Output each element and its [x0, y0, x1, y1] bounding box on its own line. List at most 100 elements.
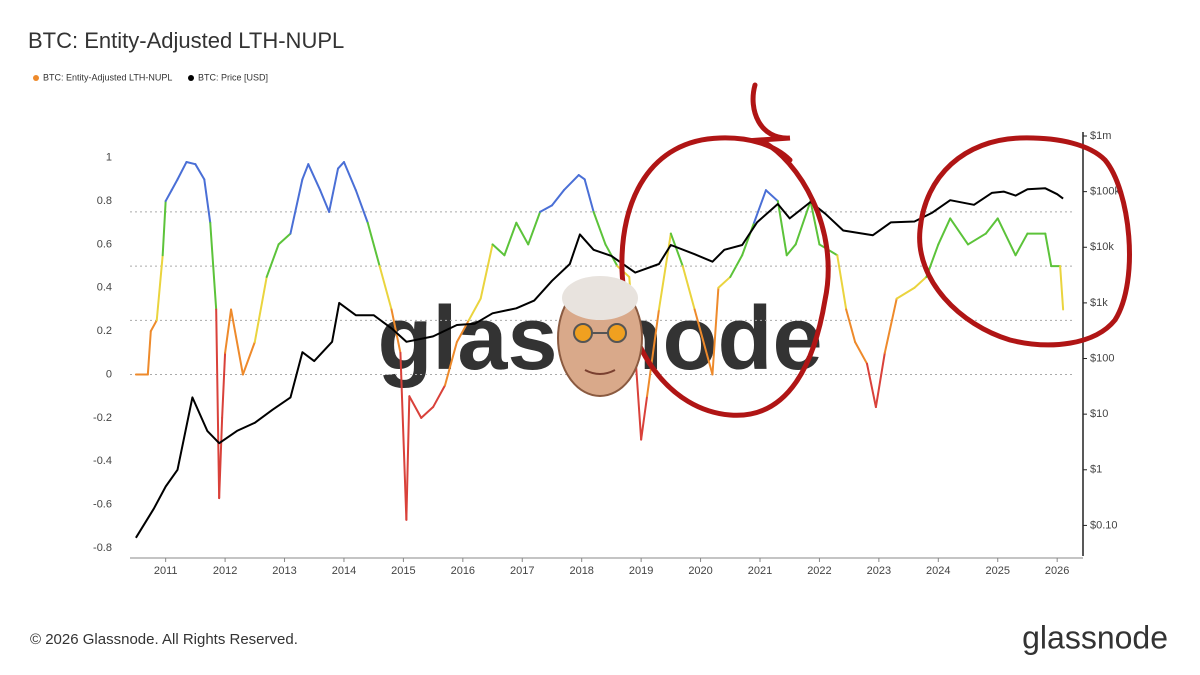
nupl-segment [937, 217, 952, 246]
nupl-segment [221, 351, 227, 419]
nupl-segment [170, 178, 179, 192]
logo: glassnode [1022, 619, 1168, 655]
y-tick-label: -0.8 [93, 542, 112, 554]
nupl-segment [149, 319, 158, 333]
nupl-segment [354, 189, 369, 224]
nupl-segment [949, 217, 970, 246]
x-tick-label: 2016 [451, 565, 475, 577]
y2-tick-label: $0.10 [1090, 519, 1118, 531]
nupl-segment [479, 243, 494, 300]
red-circle [917, 135, 1132, 348]
x-tick-label: 2013 [272, 565, 296, 577]
legend-label: BTC: Price [USD] [198, 72, 268, 82]
nupl-segment [194, 163, 206, 181]
x-tick-label: 2012 [213, 565, 237, 577]
nupl-segment [342, 161, 357, 192]
nupl-segment [491, 243, 506, 257]
nupl-segment [646, 308, 660, 398]
nupl-segment [577, 174, 586, 181]
y2-tick-label: $100k [1090, 186, 1120, 198]
x-tick-label: 2015 [391, 565, 415, 577]
nupl-segment [432, 384, 446, 409]
nupl-segment [444, 340, 458, 387]
nupl-segment [1059, 265, 1065, 311]
nupl-segment [467, 297, 482, 322]
nupl-segment [845, 308, 857, 343]
nupl-segment [176, 161, 188, 181]
nupl-segment [209, 221, 218, 311]
nupl-segment [366, 221, 381, 268]
y2-tick-label: $1 [1090, 464, 1102, 476]
nupl-segment [164, 189, 173, 203]
y-tick-label: 1 [106, 152, 112, 164]
nupl-segment [215, 308, 221, 500]
nupl-segment [378, 265, 393, 311]
nupl-segment [185, 161, 197, 166]
y-tick-label: -0.6 [93, 499, 112, 511]
nupl-segment [161, 200, 167, 257]
price-line [135, 187, 1064, 539]
x-tick-label: 2019 [629, 565, 653, 577]
x-tick-label: 2014 [332, 565, 356, 577]
y-tick-label: 0.6 [97, 238, 112, 250]
annotations [619, 82, 1132, 418]
nupl-segment [230, 308, 244, 376]
nupl-segment [399, 351, 408, 521]
nupl-segment [640, 395, 649, 441]
nupl-segment [224, 308, 233, 354]
nupl-segment [1044, 232, 1053, 268]
y2-tick-label: $1k [1090, 297, 1108, 309]
nupl-segment [785, 243, 797, 257]
legend-label: BTC: Entity-Adjusted LTH-NUPL [43, 72, 172, 82]
nupl-segment [420, 406, 435, 419]
nupl-segment [328, 167, 340, 213]
nupl-segment [794, 200, 812, 246]
y-tick-label: 0.4 [97, 282, 112, 294]
nupl-segment [729, 254, 744, 278]
y-tick-label: 0.8 [97, 195, 112, 207]
nupl-segment [854, 340, 868, 365]
nupl-segment [203, 178, 212, 224]
x-tick-label: 2018 [569, 565, 593, 577]
nupl-segment [669, 232, 684, 268]
x-tick-label: 2017 [510, 565, 534, 577]
nupl-segment [717, 275, 732, 289]
nupl-segment [253, 275, 268, 343]
nupl-segment [539, 204, 553, 213]
x-tick-label: 2022 [807, 565, 831, 577]
nupl-segment [883, 297, 898, 354]
nupl-segment [681, 265, 696, 311]
y-tick-label: -0.2 [93, 412, 112, 424]
nupl-segment [913, 275, 928, 289]
y-tick-label: 0.2 [97, 325, 112, 337]
nupl-segment [764, 189, 779, 203]
x-tick-label: 2026 [1045, 565, 1069, 577]
nupl-segment [874, 351, 886, 409]
plot-area: BTC: Entity-Adjusted LTH-NUPL BTC: Price … [33, 72, 1120, 577]
nupl-segment [503, 221, 518, 257]
nupl-segment [289, 178, 304, 235]
nupl-segment [241, 340, 256, 376]
chart-title: BTC: Entity-Adjusted LTH-NUPL [28, 28, 344, 53]
nupl-segment [984, 217, 999, 235]
nupl-segment [319, 189, 331, 213]
nupl-segment [307, 163, 322, 192]
nupl-segment [405, 395, 411, 521]
nupl-segment [711, 286, 720, 376]
legend-marker [33, 75, 39, 81]
nupl-segment [301, 163, 310, 181]
nupl-segment [809, 200, 821, 246]
nupl-segment [693, 308, 714, 376]
nupl-segment [967, 232, 987, 246]
red-circle [619, 82, 831, 418]
x-tick-label: 2025 [985, 565, 1009, 577]
x-tick-label: 2011 [154, 565, 178, 577]
nupl-segment [550, 189, 565, 207]
x-tick-label: 2023 [867, 565, 891, 577]
y2-tick-label: $10k [1090, 241, 1114, 253]
y2-tick-label: $100 [1090, 352, 1114, 364]
nupl-segment [776, 200, 788, 257]
legend-marker [188, 75, 194, 81]
nupl-segment [146, 330, 152, 376]
footer: © 2026 Glassnode. All Rights Reserved. [30, 631, 298, 648]
